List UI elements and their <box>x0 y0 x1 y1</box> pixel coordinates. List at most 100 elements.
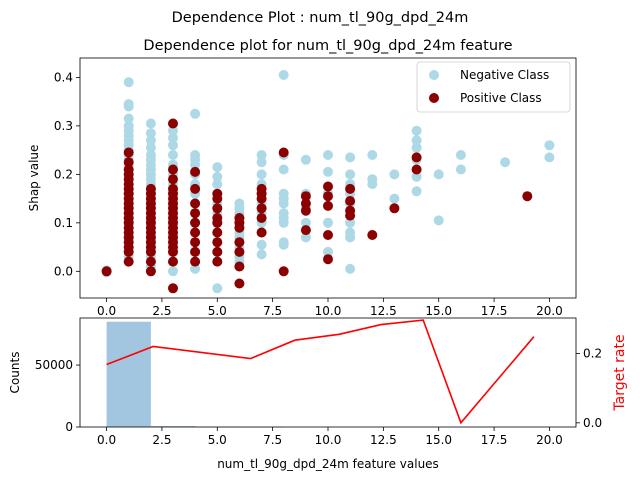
negative-class-point <box>212 283 223 294</box>
histogram-bar <box>106 321 151 427</box>
negative-class-point <box>256 169 267 180</box>
positive-class-point <box>300 205 311 216</box>
negative-class-point <box>212 171 223 182</box>
legend-marker-positive <box>429 93 439 103</box>
histogram-axes: 0.0 2.5 5.0 7.5 10.0 12.5 15.0 17.5 20.0 0 50000 0.… <box>8 317 628 471</box>
positive-class-point <box>123 157 134 168</box>
positive-class-series <box>101 118 533 294</box>
positive-class-point <box>389 203 400 214</box>
scatter-y-tick-label: 0.1 <box>54 216 73 230</box>
negative-class-point <box>256 157 267 168</box>
positive-class-point <box>212 217 223 228</box>
negative-class-point <box>323 217 333 228</box>
positive-class-point <box>234 222 245 233</box>
figure-suptitle: Dependence Plot : num_tl_90g_dpd_24m <box>172 10 469 26</box>
positive-class-point <box>123 246 134 257</box>
scatter-y-axis-label: Shap value <box>27 145 41 212</box>
negative-class-point <box>123 77 134 88</box>
positive-class-point <box>190 246 201 257</box>
legend-marker-negative <box>429 70 439 80</box>
negative-class-point <box>212 162 223 173</box>
positive-class-point <box>234 246 245 257</box>
scatter-axes: 0.0 2.5 5.0 7.5 10.0 12.5 15.0 17.5 20.0 0.0 0.1 0.… <box>27 57 577 318</box>
negative-class-point <box>345 263 356 274</box>
negative-class-point <box>433 169 444 180</box>
negative-class-point <box>300 154 311 165</box>
positive-class-point <box>190 208 201 219</box>
histogram-plot-area <box>80 318 576 427</box>
negative-class-point <box>190 159 201 170</box>
positive-class-point <box>323 191 333 202</box>
scatter-x-tick-label: 12.5 <box>370 304 397 318</box>
histogram-x-tick-label: 10.0 <box>315 433 342 447</box>
scatter-y-tick-label: 0.3 <box>54 119 73 133</box>
positive-class-point <box>123 147 134 158</box>
positive-class-point <box>256 193 267 204</box>
scatter-x-tick-label: 15.0 <box>425 304 452 318</box>
negative-class-point <box>145 128 156 139</box>
negative-class-point <box>411 142 422 153</box>
positive-class-point <box>278 147 289 158</box>
histogram-x-tick-label: 15.0 <box>425 433 452 447</box>
counts-y-tick-label: 0 <box>65 420 73 434</box>
negative-class-point <box>345 217 356 228</box>
positive-class-point <box>278 266 289 277</box>
negative-class-point <box>389 169 400 180</box>
negative-class-point <box>367 179 378 190</box>
negative-class-point <box>300 232 311 243</box>
negative-class-point <box>168 266 178 277</box>
negative-class-point <box>123 101 134 112</box>
positive-class-point <box>168 256 178 267</box>
histogram-x-tick-label: 2.5 <box>152 433 171 447</box>
negative-class-point <box>256 239 267 250</box>
positive-class-point <box>168 174 178 185</box>
negative-class-point <box>168 133 178 143</box>
negative-class-point <box>278 164 289 175</box>
positive-class-point <box>522 191 533 202</box>
histogram-x-tick-label: 7.5 <box>263 433 282 447</box>
positive-class-point <box>212 237 223 248</box>
positive-class-point <box>212 246 223 257</box>
histogram-x-tick-label: 17.5 <box>481 433 508 447</box>
positive-class-point <box>212 193 223 204</box>
positive-class-point <box>145 256 156 267</box>
negative-class-point <box>345 152 356 163</box>
scatter-x-tick-label: 20.0 <box>536 304 563 318</box>
positive-class-point <box>256 213 267 223</box>
negative-class-point <box>278 70 289 80</box>
negative-class-point <box>455 164 466 175</box>
legend-entry-positive: Positive Class <box>460 91 542 105</box>
scatter-x-tick-label: 10.0 <box>315 304 342 318</box>
scatter-x-tick-label: 7.5 <box>263 304 282 318</box>
positive-class-point <box>190 198 201 209</box>
positive-class-point <box>101 266 112 277</box>
histogram-x-tick-label: 20.0 <box>536 433 563 447</box>
legend: Negative Class Positive Class <box>416 61 571 113</box>
negative-class-point <box>389 193 400 204</box>
negative-class-point <box>256 249 267 260</box>
negative-class-point <box>455 150 466 160</box>
negative-class-point <box>168 150 178 160</box>
positive-class-point <box>190 217 201 228</box>
negative-class-point <box>278 239 289 250</box>
negative-class-point <box>145 118 156 129</box>
positive-class-point <box>411 152 422 163</box>
negative-class-point <box>145 142 156 153</box>
target-rate-y-tick-label: 0.2 <box>583 346 602 360</box>
positive-class-point <box>212 203 223 214</box>
positive-class-point <box>234 278 245 289</box>
histogram-x-tick-label: 12.5 <box>370 433 397 447</box>
positive-class-point <box>145 246 156 257</box>
positive-class-point <box>323 200 333 211</box>
histogram-frame <box>79 317 577 428</box>
positive-class-point <box>212 256 223 267</box>
positive-class-point <box>300 191 311 202</box>
positive-class-point <box>256 203 267 214</box>
target-rate-line <box>106 319 535 425</box>
negative-class-point <box>323 166 333 177</box>
negative-class-point <box>168 140 178 151</box>
positive-class-point <box>300 198 311 209</box>
positive-class-point <box>168 246 178 257</box>
positive-class-point <box>234 237 245 248</box>
